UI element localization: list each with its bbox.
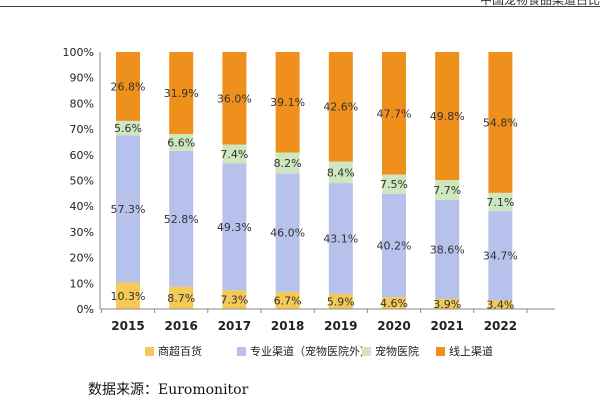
bar-segment: [382, 52, 406, 175]
bar-segment: [435, 199, 460, 299]
header-rule: [0, 6, 600, 7]
bar-segment: [382, 174, 406, 194]
bar-segment: [222, 144, 247, 164]
legend-swatch: [145, 347, 154, 356]
legend-label: 专业渠道（宠物医院外）: [250, 344, 371, 358]
bar-segment: [116, 120, 140, 136]
data-label: 8.4%: [327, 166, 355, 179]
data-label: 7.4%: [220, 148, 248, 161]
bar-segment: [382, 297, 406, 309]
legend-label: 商超百货: [158, 344, 202, 358]
bar-segment: [382, 193, 406, 298]
bar-segment: [222, 163, 247, 291]
data-label: 26.8%: [111, 80, 146, 93]
data-label: 36.0%: [217, 92, 252, 105]
x-tick-label: 2017: [218, 319, 251, 333]
data-label: 54.8%: [483, 116, 518, 129]
y-tick-label: 40%: [70, 200, 94, 213]
data-label: 3.9%: [433, 298, 461, 311]
x-tick-label: 2022: [484, 319, 517, 333]
data-label: 49.8%: [430, 110, 465, 123]
data-label: 42.6%: [323, 101, 358, 114]
data-label: 8.7%: [167, 292, 195, 305]
x-tick-label: 2018: [271, 319, 304, 333]
data-label: 38.6%: [430, 243, 465, 256]
bar-segment: [435, 179, 460, 200]
data-label: 5.6%: [114, 122, 142, 135]
data-label: 7.3%: [220, 294, 248, 307]
y-tick-label: 10%: [70, 277, 94, 290]
data-label: 7.7%: [433, 184, 461, 197]
y-tick-label: 80%: [70, 97, 94, 110]
data-label: 34.7%: [483, 250, 518, 263]
bar-segment: [328, 161, 353, 184]
x-tick-label: 2019: [324, 319, 357, 333]
bar-segment: [116, 135, 140, 283]
bar-segment: [488, 52, 513, 193]
legend-swatch: [237, 347, 246, 356]
bar-segment: [222, 290, 247, 309]
y-tick-label: 60%: [70, 149, 94, 162]
bar-segment: [435, 298, 460, 309]
y-tick-label: 100%: [63, 46, 94, 59]
source-note: 数据来源：Euromonitor: [88, 382, 249, 398]
x-tick-label: 2016: [164, 319, 197, 333]
data-label: 7.5%: [380, 178, 408, 191]
bar-segment: [169, 286, 194, 309]
data-label: 7.1%: [486, 196, 514, 209]
bar-segment: [169, 150, 194, 287]
data-label: 6.6%: [167, 136, 195, 149]
bar-segment: [116, 282, 140, 309]
y-tick-label: 70%: [70, 123, 94, 136]
data-label: 10.3%: [111, 290, 146, 303]
x-tick-label: 2020: [377, 319, 410, 333]
bar-segment: [488, 211, 513, 301]
data-label: 5.9%: [327, 295, 355, 308]
bar-segment: [275, 173, 300, 292]
data-label: 49.3%: [217, 221, 252, 234]
legend-label: 宠物医院: [375, 344, 419, 358]
stacked-bar-chart: 0% 10% 20% 30% 40% 50% 60% 70% 80% 90% 100% 10.3% 57…: [63, 46, 555, 358]
bar-segment: [222, 52, 247, 145]
data-label: 39.1%: [270, 96, 305, 109]
bar-segment: [488, 192, 513, 212]
bar-segment: [488, 300, 513, 309]
data-label: 6.7%: [274, 294, 302, 307]
bar-segment: [328, 183, 353, 294]
data-label: 8.2%: [274, 157, 302, 170]
bar-segment: [116, 52, 140, 121]
legend-swatch: [362, 347, 371, 356]
bar-segment: [169, 133, 194, 151]
legend-label: 线上渠道: [449, 344, 493, 358]
data-label: 3.4%: [486, 299, 514, 312]
bar-segment: [275, 152, 300, 174]
data-label: 46.0%: [270, 227, 305, 240]
y-tick-label: 20%: [70, 252, 94, 265]
header-cut-text: 中国宠物食品渠道占比: [479, 0, 600, 7]
bar-segment: [328, 293, 353, 309]
bar-segment: [275, 291, 300, 309]
data-label: 57.3%: [111, 203, 146, 216]
y-tick-label: 50%: [70, 175, 94, 188]
data-label: 40.2%: [377, 240, 412, 253]
data-label: 31.9%: [164, 87, 199, 100]
y-tick-label: 0%: [77, 303, 94, 316]
bar-segment: [169, 52, 194, 134]
y-tick-label: 30%: [70, 226, 94, 239]
data-label: 43.1%: [323, 232, 358, 245]
data-label: 47.7%: [377, 107, 412, 120]
x-tick-label: 2021: [430, 319, 463, 333]
legend-swatch: [436, 347, 445, 356]
bar-segment: [328, 52, 353, 162]
data-label: 52.8%: [164, 213, 199, 226]
data-label: 4.6%: [380, 297, 408, 310]
bar-segment: [435, 52, 460, 180]
bar-segment: [275, 52, 300, 153]
x-tick-label: 2015: [111, 319, 144, 333]
y-tick-label: 90%: [70, 72, 94, 85]
